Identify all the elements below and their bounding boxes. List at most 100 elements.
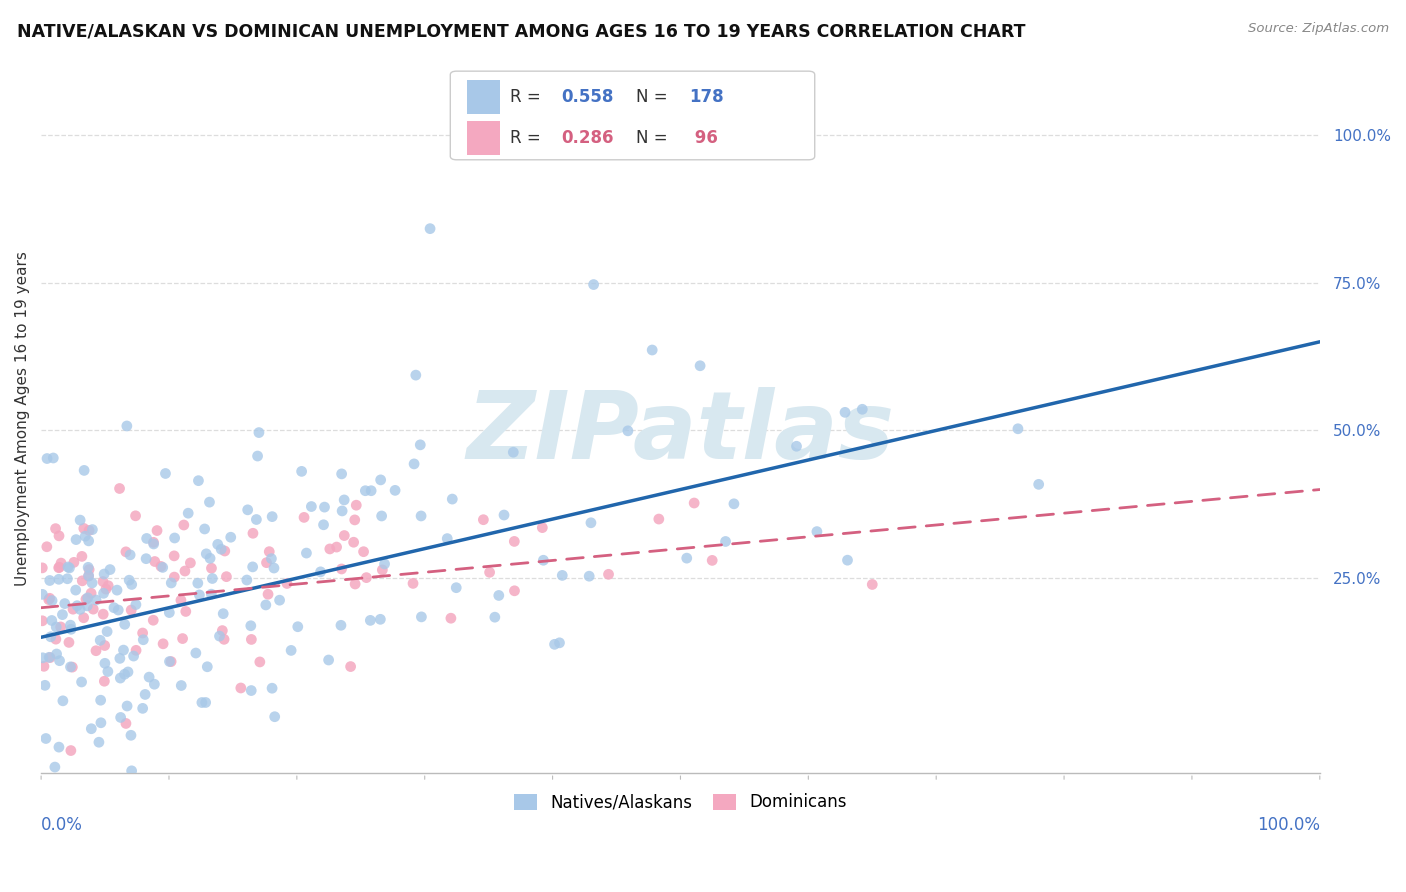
Point: [312, 517, 335, 532]
Point: [837, 553, 859, 567]
Point: [90, 715, 112, 730]
Point: [254, 598, 277, 612]
Text: R =: R =: [510, 87, 547, 106]
Point: [344, 577, 367, 591]
Point: [436, 532, 458, 546]
FancyBboxPatch shape: [450, 71, 814, 160]
Point: [125, 643, 148, 657]
Point: [582, 277, 605, 292]
Point: [77, 569, 100, 583]
Point: [371, 563, 394, 577]
Point: [263, 561, 285, 575]
Point: [49, 620, 72, 634]
Point: [82, 523, 104, 537]
Point: [134, 688, 156, 702]
Point: [131, 626, 153, 640]
Point: [184, 646, 207, 660]
Point: [62, 602, 84, 616]
Point: [543, 637, 565, 651]
Point: [77, 533, 100, 548]
Point: [292, 510, 315, 524]
Point: [45, 620, 67, 634]
Point: [118, 573, 141, 587]
Point: [834, 405, 856, 419]
Bar: [467, 121, 501, 155]
Point: [89, 633, 111, 648]
Point: [45, 647, 67, 661]
Point: [58, 635, 80, 649]
Point: [374, 557, 396, 571]
Point: [256, 556, 278, 570]
Point: [45, 522, 67, 536]
Point: [157, 606, 180, 620]
Point: [257, 587, 280, 601]
Point: [409, 508, 432, 523]
Point: [1007, 422, 1029, 436]
Point: [41, 614, 63, 628]
Point: [76, 599, 98, 613]
Point: [160, 655, 183, 669]
Point: [120, 548, 142, 562]
Point: [121, 577, 143, 591]
Point: [80, 586, 103, 600]
Point: [200, 561, 222, 575]
Point: [269, 593, 291, 607]
Text: 0.558: 0.558: [561, 87, 614, 106]
Text: Source: ZipAtlas.com: Source: ZipAtlas.com: [1249, 22, 1389, 36]
Point: [149, 559, 172, 574]
Point: [38, 650, 60, 665]
Point: [110, 671, 132, 685]
Point: [155, 467, 177, 481]
Point: [163, 531, 186, 545]
Point: [343, 535, 366, 549]
Point: [135, 532, 157, 546]
Point: [262, 681, 284, 696]
Point: [280, 643, 302, 657]
Point: [648, 512, 671, 526]
Point: [702, 553, 724, 567]
Point: [120, 603, 142, 617]
Point: [860, 577, 883, 591]
Point: [75, 529, 97, 543]
Point: [318, 653, 340, 667]
Point: [39, 650, 62, 665]
Point: [93, 567, 115, 582]
Point: [60, 660, 83, 674]
Point: [115, 545, 138, 559]
Text: 0.0%: 0.0%: [41, 816, 83, 834]
Point: [58, 561, 80, 575]
Point: [478, 566, 501, 580]
Point: [325, 540, 347, 554]
Point: [110, 710, 132, 724]
Point: [65, 583, 87, 598]
Point: [42, 450, 65, 465]
Point: [440, 611, 463, 625]
Point: [174, 604, 197, 618]
Point: [208, 629, 231, 643]
Point: [142, 537, 165, 551]
Point: [152, 560, 174, 574]
Point: [107, 603, 129, 617]
Point: [246, 449, 269, 463]
Point: [41, 593, 63, 607]
Point: [69, 602, 91, 616]
Point: [84, 593, 107, 607]
Point: [177, 506, 200, 520]
Point: [105, 583, 128, 598]
Point: [112, 643, 135, 657]
Point: [187, 576, 209, 591]
Text: R =: R =: [510, 129, 547, 147]
Point: [236, 503, 259, 517]
Point: [299, 500, 322, 514]
Point: [531, 521, 554, 535]
Point: [108, 651, 131, 665]
Point: [117, 665, 139, 679]
Point: [339, 659, 361, 673]
Point: [806, 524, 828, 539]
Point: [215, 569, 238, 583]
Text: 0.286: 0.286: [561, 129, 614, 147]
Text: 100.0%: 100.0%: [1257, 816, 1320, 834]
Point: [39, 630, 62, 644]
Point: [229, 681, 252, 695]
Point: [675, 551, 697, 566]
